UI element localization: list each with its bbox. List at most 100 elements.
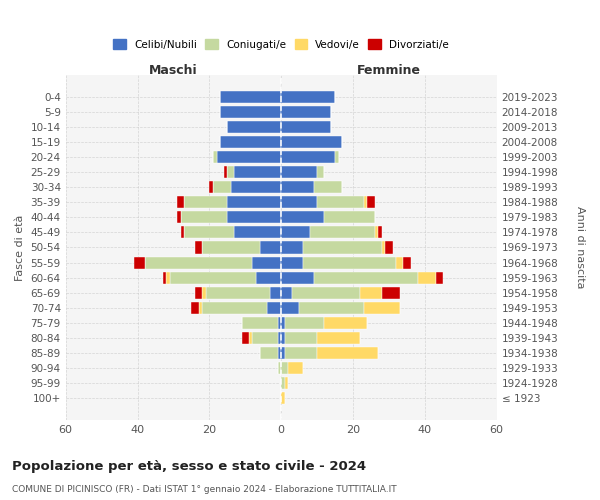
Bar — [195, 286, 202, 299]
Bar — [281, 226, 310, 238]
Bar — [281, 362, 289, 374]
Bar — [271, 286, 281, 299]
Bar — [278, 317, 281, 329]
Bar — [224, 166, 227, 178]
Bar — [385, 242, 392, 254]
Bar — [382, 286, 400, 299]
Bar — [253, 256, 281, 268]
Bar — [278, 362, 281, 374]
Bar — [310, 226, 374, 238]
Bar — [360, 286, 382, 299]
Bar — [281, 332, 285, 344]
Bar — [281, 120, 331, 133]
Bar — [374, 226, 378, 238]
Bar — [317, 332, 360, 344]
Bar — [227, 166, 235, 178]
Bar — [281, 272, 314, 283]
Bar — [281, 347, 285, 359]
Bar — [267, 302, 281, 314]
Bar — [260, 347, 278, 359]
Bar — [235, 226, 281, 238]
Bar — [281, 181, 314, 193]
Bar — [278, 332, 281, 344]
Bar — [253, 332, 278, 344]
Bar — [292, 286, 360, 299]
Bar — [281, 317, 285, 329]
Bar — [163, 272, 166, 283]
Bar — [281, 196, 317, 208]
Bar — [436, 272, 443, 283]
Legend: Celibi/Nubili, Coniugati/e, Vedovi/e, Divorziati/e: Celibi/Nubili, Coniugati/e, Vedovi/e, Di… — [109, 35, 453, 54]
Bar — [281, 166, 317, 178]
Bar — [227, 120, 281, 133]
Y-axis label: Anni di nascita: Anni di nascita — [575, 206, 585, 288]
Bar — [145, 256, 253, 268]
Bar — [281, 136, 342, 148]
Bar — [281, 242, 303, 254]
Bar — [382, 242, 385, 254]
Bar — [191, 302, 199, 314]
Bar — [281, 302, 299, 314]
Bar — [281, 212, 325, 224]
Bar — [256, 272, 281, 283]
Bar — [220, 90, 281, 102]
Bar — [289, 362, 303, 374]
Bar — [317, 196, 364, 208]
Text: Maschi: Maschi — [149, 64, 198, 77]
Bar — [242, 317, 278, 329]
Bar — [184, 196, 227, 208]
Bar — [209, 181, 213, 193]
Bar — [217, 151, 281, 163]
Bar — [281, 151, 335, 163]
Bar — [281, 90, 335, 102]
Bar — [206, 286, 271, 299]
Bar — [213, 151, 217, 163]
Text: Popolazione per età, sesso e stato civile - 2024: Popolazione per età, sesso e stato civil… — [12, 460, 366, 473]
Bar — [396, 256, 403, 268]
Bar — [184, 226, 235, 238]
Bar — [317, 347, 378, 359]
Bar — [260, 242, 281, 254]
Bar — [281, 286, 292, 299]
Bar — [303, 242, 382, 254]
Bar — [314, 272, 418, 283]
Bar — [314, 181, 342, 193]
Bar — [367, 196, 374, 208]
Bar — [281, 256, 303, 268]
Bar — [285, 378, 289, 390]
Bar — [199, 302, 202, 314]
Bar — [227, 212, 281, 224]
Bar — [134, 256, 145, 268]
Bar — [378, 226, 382, 238]
Bar — [181, 212, 227, 224]
Bar — [220, 136, 281, 148]
Bar — [227, 196, 281, 208]
Bar — [177, 196, 184, 208]
Bar — [278, 347, 281, 359]
Bar — [177, 212, 181, 224]
Bar — [166, 272, 170, 283]
Bar — [170, 272, 256, 283]
Bar — [242, 332, 249, 344]
Bar — [335, 151, 338, 163]
Bar — [235, 166, 281, 178]
Bar — [403, 256, 410, 268]
Text: Femmine: Femmine — [357, 64, 421, 77]
Bar — [285, 317, 325, 329]
Bar — [202, 302, 267, 314]
Bar — [364, 302, 400, 314]
Bar — [195, 242, 202, 254]
Bar — [231, 181, 281, 193]
Bar — [418, 272, 436, 283]
Bar — [202, 286, 206, 299]
Bar — [281, 392, 285, 404]
Bar — [281, 378, 285, 390]
Bar — [364, 196, 367, 208]
Bar — [202, 242, 260, 254]
Bar — [299, 302, 364, 314]
Bar — [249, 332, 253, 344]
Bar — [325, 317, 367, 329]
Bar — [285, 332, 317, 344]
Text: COMUNE DI PICINISCO (FR) - Dati ISTAT 1° gennaio 2024 - Elaborazione TUTTITALIA.: COMUNE DI PICINISCO (FR) - Dati ISTAT 1°… — [12, 485, 397, 494]
Bar — [213, 181, 231, 193]
